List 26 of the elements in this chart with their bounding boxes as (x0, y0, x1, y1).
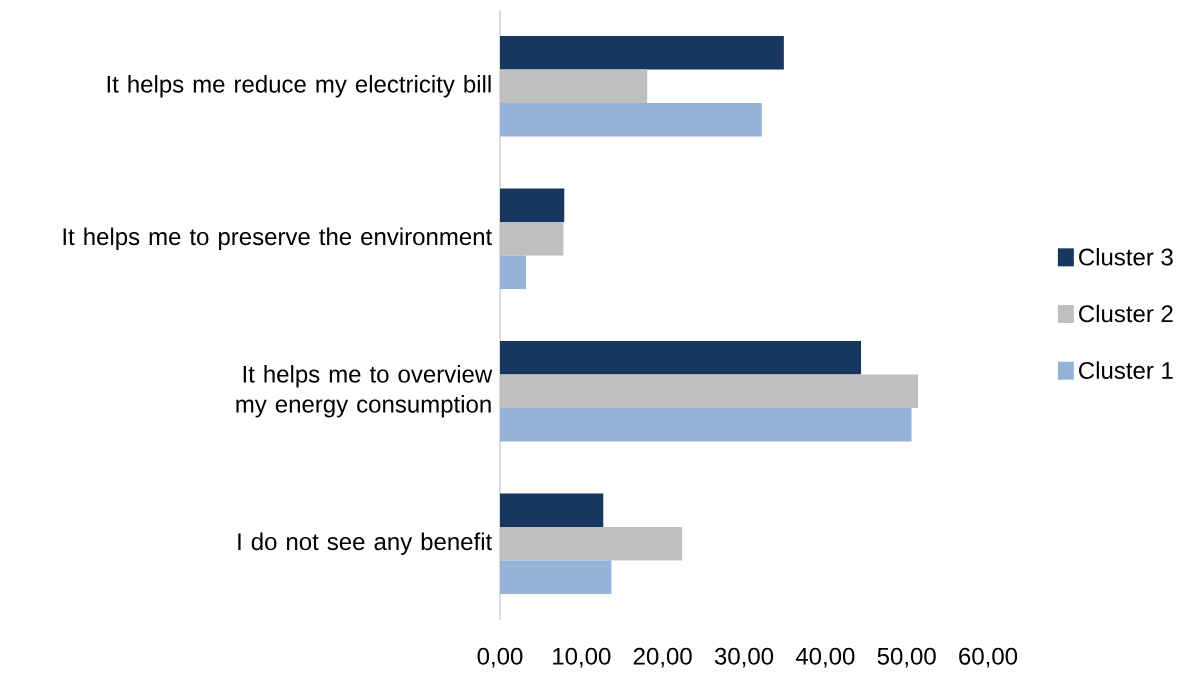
bar (500, 560, 612, 595)
x-tick-label: 60,00 (959, 647, 1018, 668)
y-tick-label: I do not see any benefit (238, 532, 493, 555)
y-tick-label: It helps me reduce my electricity bill (107, 75, 491, 98)
x-tick-label: 10,00 (553, 647, 611, 668)
bar (500, 493, 604, 527)
legend-label: Cluster 3 (1079, 247, 1173, 266)
bar (500, 255, 527, 290)
bar (500, 221, 564, 256)
legend-label: Cluster 1 (1079, 361, 1173, 379)
x-tick-label: 30,00 (714, 647, 774, 668)
x-tick-label: 40,00 (795, 647, 855, 668)
bar (500, 103, 762, 137)
x-tick-label: 20,00 (633, 647, 692, 668)
bar (500, 35, 784, 70)
x-tick-label: 0,00 (477, 647, 523, 668)
bar (500, 408, 912, 442)
bar (500, 188, 565, 222)
bar (500, 374, 919, 409)
bar (500, 69, 648, 104)
legend-label: Cluster 2 (1079, 304, 1173, 323)
bar (500, 526, 683, 561)
y-tick-label: It helps me to overview my energy consumption (236, 365, 493, 418)
bar (500, 340, 862, 375)
x-tick-label: 50,00 (877, 647, 936, 668)
y-tick-label: It helps me to preserve the environment (63, 227, 493, 250)
